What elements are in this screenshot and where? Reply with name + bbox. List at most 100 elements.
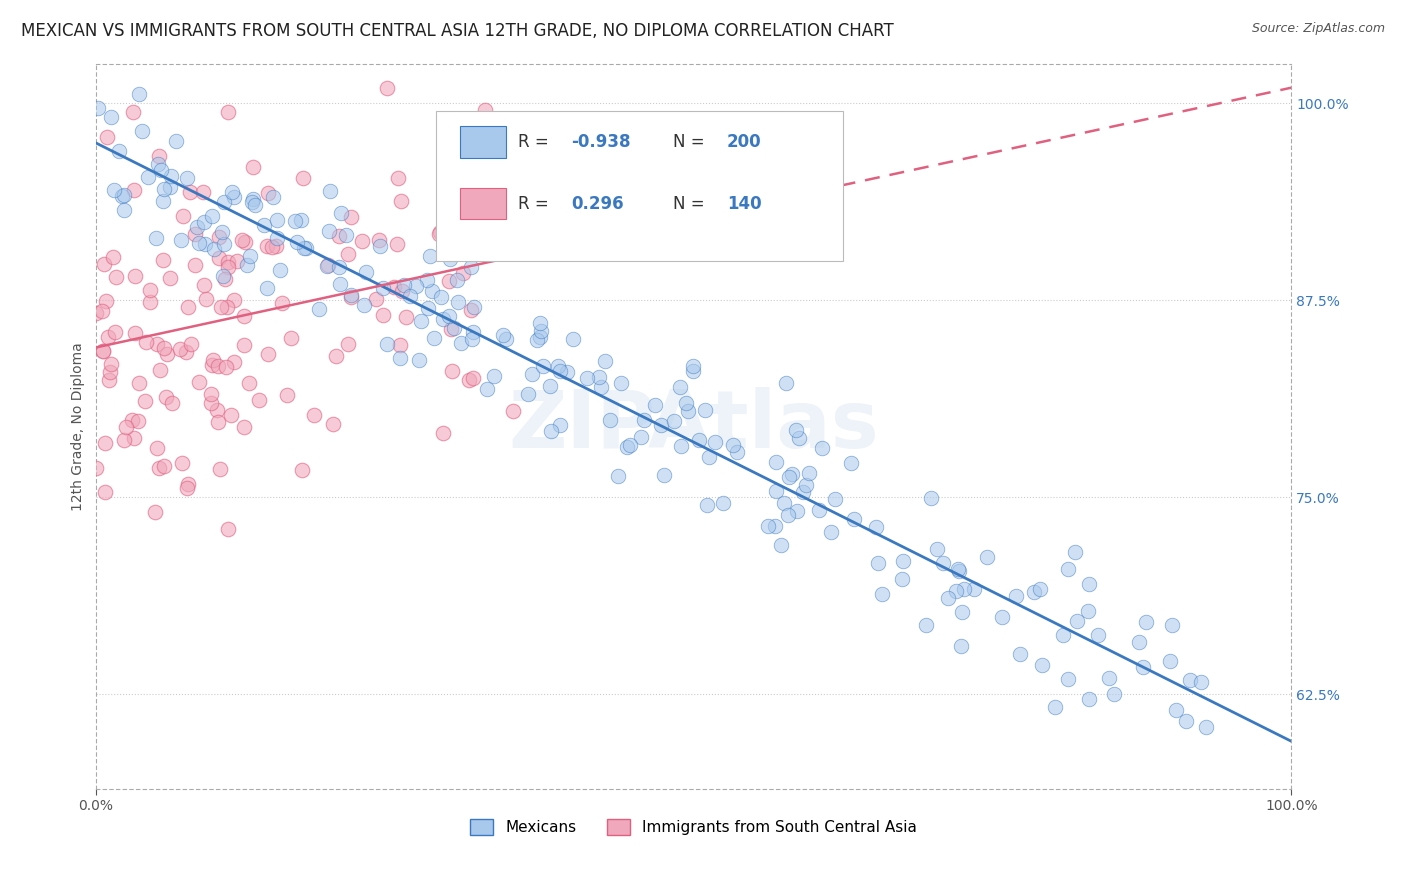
Text: 200: 200 <box>727 133 762 151</box>
Point <box>516 387 538 401</box>
Point <box>146 441 169 455</box>
Point <box>530 161 553 175</box>
Point <box>540 424 562 438</box>
Point <box>153 341 176 355</box>
Point <box>219 409 242 423</box>
Point <box>1056 672 1078 686</box>
Point <box>193 185 215 199</box>
Point <box>950 639 973 653</box>
Point <box>526 135 548 149</box>
Point <box>243 198 266 212</box>
Point <box>1159 654 1181 668</box>
Point <box>520 368 543 382</box>
Point <box>389 338 412 352</box>
Point <box>463 371 485 385</box>
Point <box>242 160 264 174</box>
Point <box>593 354 616 368</box>
Point <box>91 344 114 359</box>
Point <box>444 224 467 238</box>
Point <box>128 87 150 102</box>
Point <box>721 438 744 452</box>
Point <box>256 239 278 253</box>
Point <box>356 264 378 278</box>
Point <box>531 359 554 374</box>
Point <box>375 80 398 95</box>
Point <box>963 582 986 597</box>
Y-axis label: 12th Grade, No Diploma: 12th Grade, No Diploma <box>72 342 86 510</box>
Point <box>353 298 375 312</box>
Point <box>591 380 613 394</box>
Point <box>1005 589 1028 603</box>
Point <box>382 279 405 293</box>
Point <box>124 268 146 283</box>
Point <box>169 342 191 356</box>
Point <box>938 591 960 605</box>
Point <box>389 351 412 366</box>
Point <box>239 249 262 263</box>
Point <box>156 346 179 360</box>
Point <box>927 541 949 556</box>
Point <box>124 326 146 340</box>
Point <box>146 337 169 351</box>
Point <box>180 337 202 351</box>
Point <box>214 271 236 285</box>
Point <box>526 333 548 347</box>
Point <box>676 403 699 417</box>
Point <box>443 320 465 334</box>
Point <box>1077 604 1099 618</box>
Point <box>945 584 967 599</box>
Point <box>420 284 443 298</box>
Point <box>207 230 229 244</box>
Point <box>440 321 463 335</box>
Point <box>866 556 889 570</box>
Point <box>870 587 893 601</box>
Point <box>547 359 569 373</box>
Point <box>946 562 969 576</box>
Point <box>325 349 347 363</box>
Point <box>217 522 239 536</box>
Point <box>371 309 394 323</box>
Point <box>152 458 174 473</box>
Point <box>226 254 249 268</box>
Point <box>194 292 217 306</box>
Point <box>439 252 461 266</box>
Point <box>127 414 149 428</box>
Point <box>121 413 143 427</box>
Point <box>548 364 571 378</box>
Point <box>224 293 246 307</box>
Point <box>395 310 418 324</box>
Point <box>786 504 808 518</box>
Point <box>148 460 170 475</box>
Point <box>221 185 243 199</box>
Point <box>794 478 817 492</box>
Point <box>112 434 135 448</box>
Point <box>725 445 748 459</box>
Point <box>209 462 232 476</box>
Point <box>644 398 666 412</box>
Point <box>820 524 842 539</box>
Point <box>891 572 914 586</box>
Point <box>292 241 315 255</box>
Point <box>174 344 197 359</box>
Text: N =: N = <box>673 133 710 151</box>
Point <box>240 194 263 209</box>
Point <box>172 209 194 223</box>
Point <box>329 277 352 292</box>
Point <box>160 395 183 409</box>
Point <box>170 233 193 247</box>
Point <box>1064 545 1087 559</box>
Point <box>441 364 464 378</box>
Point <box>308 301 330 316</box>
Point <box>1043 700 1066 714</box>
Point <box>772 495 794 509</box>
Point <box>575 371 598 385</box>
Point <box>139 284 162 298</box>
Point <box>135 335 157 350</box>
Point <box>792 484 814 499</box>
Point <box>675 396 697 410</box>
Point <box>408 353 430 368</box>
Point <box>269 262 291 277</box>
Point <box>339 288 361 302</box>
Point <box>460 332 482 346</box>
Point <box>682 359 704 373</box>
